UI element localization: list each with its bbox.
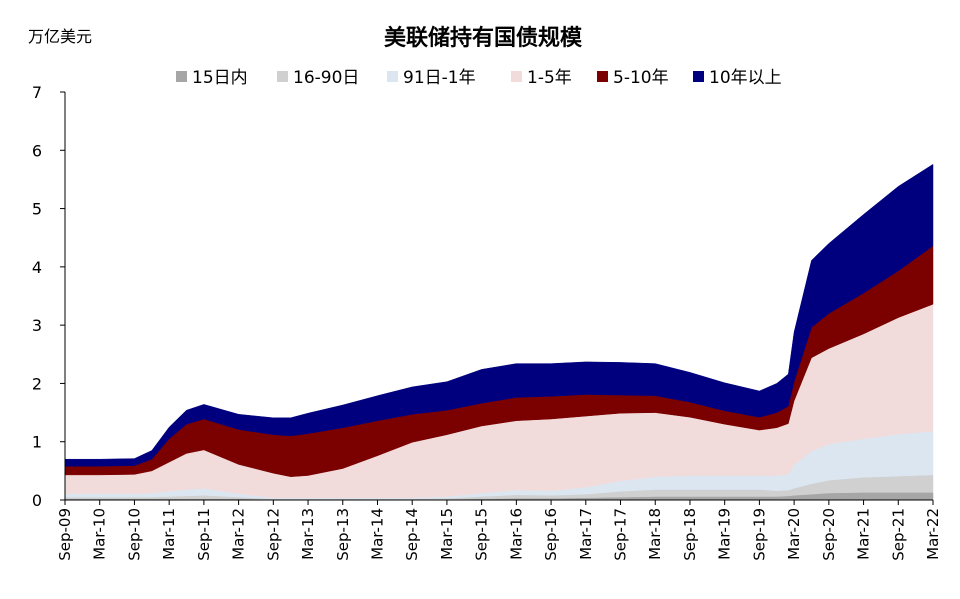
x-tick-label: Mar-10 [91,508,109,560]
y-tick-label: 4 [32,258,42,277]
legend-label: 1-5年 [527,68,572,88]
y-tick-label: 3 [32,316,42,335]
legend-swatch [597,71,608,82]
x-tick-label: Sep-18 [681,508,699,561]
x-tick-label: Mar-20 [785,508,803,560]
y-tick-label: 1 [32,433,42,452]
axes: 0 1 2 3 4 5 6 7 Sep-09 Mar-10 Sep-10 Mar-11 Sep-11 Ma… [32,83,942,561]
y-tick-label: 0 [32,491,42,510]
legend-swatch [511,71,522,82]
y-axis-unit-label: 万亿美元 [28,27,92,46]
x-tick-label: Sep-09 [56,508,74,561]
x-tick-label: Mar-15 [438,508,456,560]
area-series-6 [64,163,934,467]
legend-swatch [277,71,288,82]
x-tick-label: Sep-12 [264,508,282,561]
x-tick-label: Mar-12 [230,508,248,560]
x-tick-label: Sep-17 [612,508,630,561]
legend-label: 91日-1年 [403,68,476,88]
x-tick-label: Mar-17 [577,508,595,560]
x-tick-label: Sep-10 [125,508,143,561]
x-tick-label: Sep-16 [542,508,560,561]
legend-swatch [693,71,704,82]
legend-label: 5-10年 [613,68,669,88]
x-tick-label: Sep-13 [334,508,352,561]
x-tick-label: Mar-13 [299,508,317,560]
chart-title: 美联储持有国债规模 [384,25,583,51]
legend-label: 16-90日 [293,68,359,88]
legend-label: 15日内 [192,68,248,88]
y-tick-label: 5 [32,200,42,219]
x-tick-label: Sep-20 [820,508,838,561]
x-tick-label: Mar-19 [716,508,734,560]
legend-swatch [176,71,187,82]
y-tick-label: 6 [32,141,42,160]
y-tick-label: 7 [32,83,42,102]
legend-swatch [387,71,398,82]
x-tick-label: Sep-19 [750,508,768,561]
y-tick-label: 2 [32,374,42,393]
x-tick-label: Mar-11 [160,508,178,560]
x-tick-label: Sep-15 [473,508,491,561]
x-tick-label: Sep-14 [403,508,421,561]
legend: 15日内 16-90日 91日-1年 1-5年 5-10年 10年以上 [176,68,782,88]
x-tick-label: Mar-18 [646,508,664,560]
x-tick-label: Sep-11 [195,508,213,561]
stacked-areas [64,163,934,501]
x-tick-label: Mar-16 [507,508,525,560]
x-tick-label: Mar-22 [924,508,942,560]
x-tick-label: Mar-21 [855,508,873,560]
x-tick-label: Sep-21 [889,508,907,561]
x-tick-label: Mar-14 [369,508,387,560]
legend-label: 10年以上 [709,68,782,88]
